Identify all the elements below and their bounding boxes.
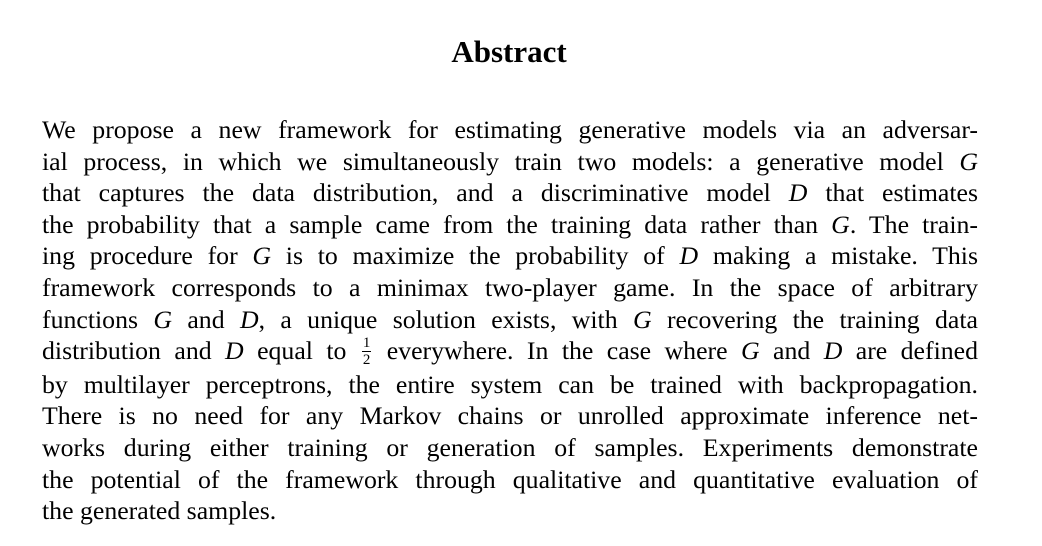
text-run: works during either training or generati… — [42, 432, 978, 462]
text-run: the generated samples. — [42, 496, 277, 526]
text-run: . The train- — [849, 209, 978, 239]
math-symbol: D — [823, 336, 843, 366]
math-symbol: G — [831, 209, 850, 239]
abstract-line: functions G and D, a unique solution exi… — [42, 304, 978, 336]
text-run: the potential of the framework through q… — [42, 464, 978, 494]
abstract-heading: Abstract — [451, 34, 567, 69]
math-symbol: G — [959, 146, 978, 176]
abstract-line: that captures the data distribution, and… — [42, 177, 978, 209]
abstract-line: There is no need for any Markov chains o… — [42, 400, 978, 432]
text-run: We propose a new framework for estimatin… — [42, 115, 978, 144]
math-symbol: G — [252, 241, 272, 271]
text-run: equal to — [243, 336, 360, 366]
text-run: and — [759, 336, 824, 366]
text-run: the probability that a sample came from … — [42, 209, 832, 239]
text-run: , a unique solution exists, with — [258, 304, 633, 334]
math-symbol: D — [679, 241, 699, 271]
text-run: is to maximize the probability of — [271, 241, 680, 271]
text-run: making a mistake. This — [698, 241, 978, 271]
text-run: functions — [42, 304, 154, 334]
abstract-line: ing procedure for G is to maximize the p… — [42, 240, 978, 272]
text-run: and — [172, 304, 240, 334]
text-run: by multilayer perceptrons, the entire sy… — [42, 369, 978, 399]
text-run: that captures the data distribution, and… — [42, 178, 789, 208]
abstract-line: by multilayer perceptrons, the entire sy… — [42, 369, 978, 401]
text-run: There is no need for any Markov chains o… — [42, 401, 978, 431]
math-symbol: D — [225, 336, 244, 366]
math-symbol: G — [740, 336, 760, 366]
text-run: distribution and — [42, 336, 226, 366]
math-symbol: D — [239, 304, 259, 334]
text-run: ial process, in which we simultaneously … — [42, 146, 960, 176]
abstract-line: the probability that a sample came from … — [42, 209, 978, 241]
text-run: recovering the training data — [651, 304, 978, 334]
abstract-line: ial process, in which we simultaneously … — [42, 146, 978, 178]
text-run: are defined — [842, 336, 978, 366]
text-run: that estimates — [807, 178, 979, 208]
math-symbol: G — [632, 304, 652, 334]
text-run: everywhere. In the case where — [373, 336, 741, 366]
text-run: framework corresponds to a minimax two-p… — [42, 272, 978, 302]
text-run: ing procedure for — [42, 241, 253, 271]
abstract-line: We propose a new framework for estimatin… — [42, 114, 978, 146]
abstract-line: works during either training or generati… — [42, 432, 978, 464]
abstract-line: the potential of the framework through q… — [42, 464, 978, 496]
abstract-line: the generated samples. — [42, 495, 978, 527]
math-symbol: G — [153, 304, 172, 334]
fraction-denominator: 2 — [362, 351, 371, 368]
math-symbol: D — [788, 178, 808, 208]
abstract-body: We propose a new framework for estimatin… — [42, 114, 978, 527]
abstract-line: framework corresponds to a minimax two-p… — [42, 272, 978, 304]
fraction-numerator: 1 — [361, 334, 372, 352]
